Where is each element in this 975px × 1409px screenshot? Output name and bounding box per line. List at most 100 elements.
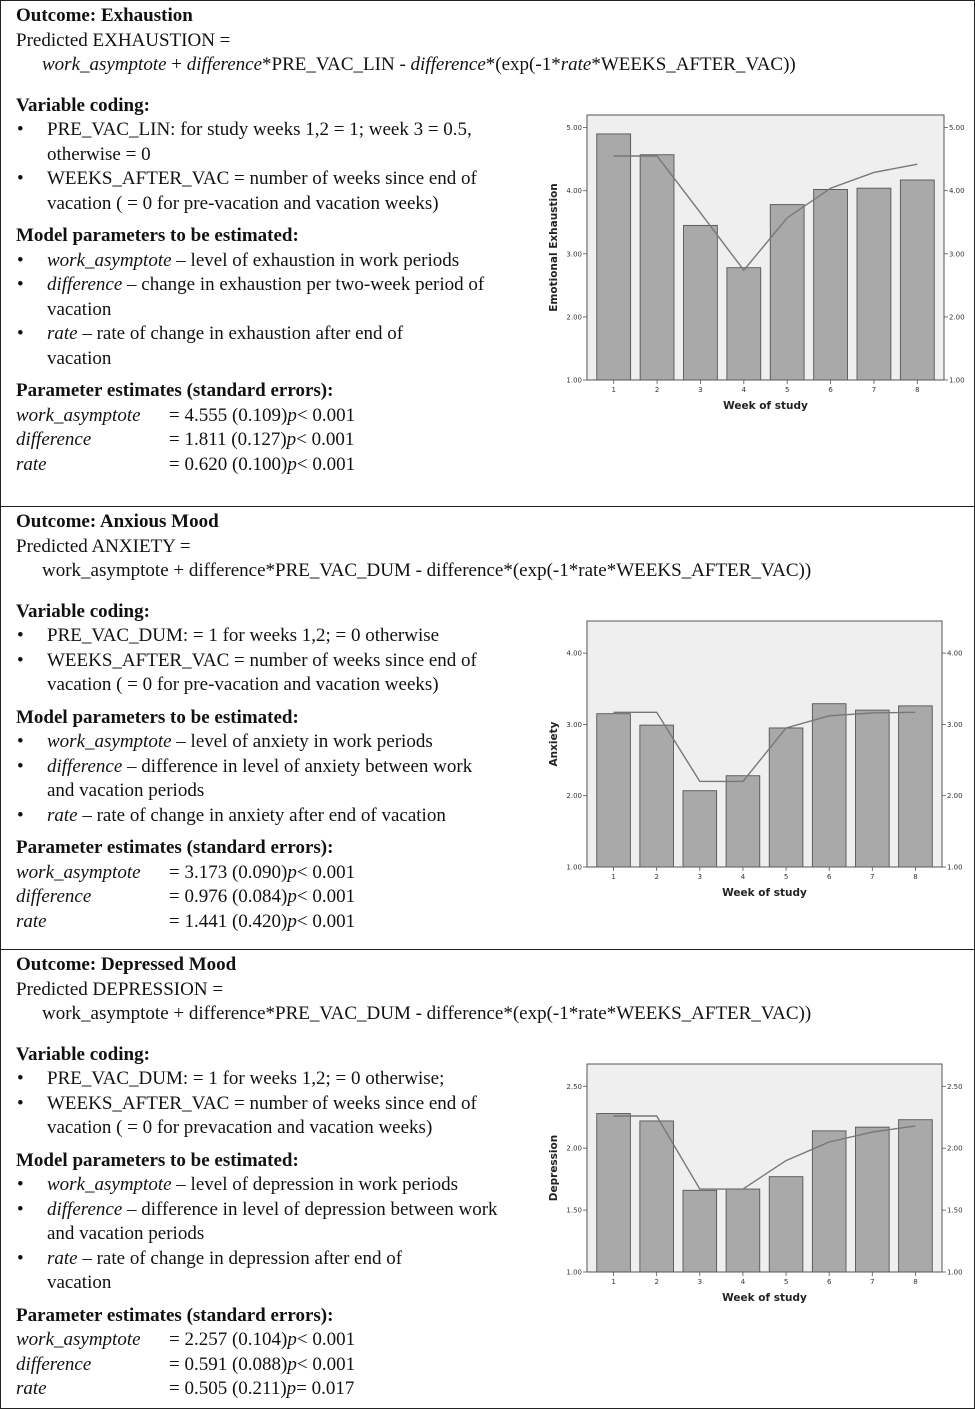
p-symbol: p (287, 1329, 297, 1350)
variable-coding-list: PRE_VAC_DUM: = 1 for weeks 1,2; = 0 othe… (16, 1067, 974, 1141)
coding-item: WEEKS_AFTER_VAC = number of weeks since … (16, 1092, 516, 1141)
parameter-item: difference – difference in level of depr… (16, 1198, 516, 1247)
x-tick-label: 6 (827, 873, 832, 881)
y-tick-label-right: 2.00 (947, 1145, 963, 1153)
bar (639, 154, 675, 381)
y-tick-label: 4.00 (566, 187, 582, 195)
y-tick-label: 2.50 (566, 1083, 582, 1091)
y-tick-label: 3.00 (566, 721, 582, 729)
p-symbol: p (286, 1378, 297, 1399)
coding-item: PRE_VAC_DUM: = 1 for weeks 1,2; = 0 othe… (16, 624, 516, 649)
y-tick-label: 1.00 (566, 377, 582, 385)
y-tick-label: 5.00 (566, 124, 582, 132)
formula-segment: work_asymptote + difference*PRE_VAC_DUM … (42, 1003, 812, 1024)
exhaustion-chart: 1.00 1.00 2.00 2.00 3.00 3.00 4.00 4.00 5.00 5.00… (537, 109, 973, 421)
bar (899, 179, 935, 381)
formula-segment: difference (410, 54, 486, 75)
parameter-desc: – change in exhaustion per two-week peri… (47, 274, 485, 320)
model-formula: work_asymptote + difference*PRE_VAC_LIN … (16, 53, 974, 78)
x-tick-label: 8 (915, 386, 919, 394)
parameters-list: work_asymptote – level of depression in … (16, 1173, 974, 1296)
x-tick-label: 7 (870, 1278, 874, 1286)
outcome-heading: Outcome: Depressed Mood (16, 954, 237, 975)
panel-text: Outcome: Depressed Mood Predicted DEPRES… (16, 953, 974, 1402)
predicted-label: Predicted DEPRESSION = (16, 978, 224, 1000)
model-formula: work_asymptote + difference*PRE_VAC_DUM … (16, 559, 974, 584)
coding-item: PRE_VAC_DUM: = 1 for weeks 1,2; = 0 othe… (16, 1067, 516, 1092)
parameter-desc: – difference in level of anxiety between… (47, 755, 473, 802)
estimate-value: = 0.591 (0.088) (169, 1353, 288, 1375)
bar (683, 224, 718, 381)
p-symbol: p (287, 861, 297, 883)
p-value: < 0.001 (296, 1329, 356, 1350)
parameters-title: Model parameters to be estimated: (16, 1149, 299, 1171)
chart-svg: 1.00 1.00 2.00 2.00 3.00 3.00 4.00 4.00 5.00 5.00… (548, 114, 965, 412)
y-tick-label-right: 3.00 (949, 250, 965, 258)
estimate-row: work_asymptote = 3.173 (0.090) p < 0.001 (16, 861, 974, 886)
x-tick-label: 6 (828, 386, 833, 394)
parameter-name: work_asymptote (47, 1174, 172, 1195)
exhaustion-panel: Outcome: Exhaustion Predicted EXHAUSTION… (0, 0, 975, 507)
anxiety-chart: 1.00 1.00 2.00 2.00 3.00 3.00 4.00 4.00 1 2 3 4 5 6 7 8… (537, 617, 973, 907)
estimate-name: work_asymptote (16, 404, 141, 426)
parameter-desc: – difference in level of depression betw… (47, 1198, 498, 1245)
p-value: < 0.001 (296, 429, 355, 450)
panel-text: Outcome: Anxious Mood Predicted ANXIETY … (16, 510, 974, 934)
formula-segment: *WEEKS_AFTER_VAC)) (591, 54, 796, 75)
parameter-desc: – rate of change in anxiety after end of… (77, 804, 446, 826)
estimate-value: = 0.976 (0.084) (169, 886, 288, 907)
estimates-title: Parameter estimates (standard errors): (16, 380, 334, 401)
x-tick-label: 5 (784, 873, 788, 881)
formula-segment: rate (560, 54, 592, 75)
bar (768, 727, 804, 868)
x-tick-label: 2 (654, 873, 658, 881)
estimate-name: rate (16, 910, 47, 932)
y-tick-label: 3.00 (566, 250, 582, 258)
chart-svg: 1.00 1.00 1.50 1.50 2.00 2.00 2.50 2.50 1 2 3 4 5 6 7 8… (548, 1063, 963, 1304)
estimate-value: = 0.505 (0.211) (169, 1378, 287, 1399)
bar (682, 790, 718, 868)
parameter-desc: – level of anxiety in work periods (171, 731, 433, 752)
x-tick-label: 7 (872, 386, 876, 394)
x-tick-label: 1 (611, 1278, 615, 1286)
estimate-row: difference = 0.591 (0.088) p < 0.001 (16, 1353, 974, 1378)
x-tick-label: 7 (870, 873, 874, 881)
formula-segment: work_asymptote + difference*PRE_VAC_DUM … (42, 560, 812, 581)
x-tick-label: 4 (742, 386, 747, 394)
coding-item: PRE_VAC_LIN: for study weeks 1,2 = 1; we… (16, 118, 516, 167)
estimate-name: difference (16, 886, 92, 907)
parameter-item: difference – change in exhaustion per tw… (16, 273, 516, 322)
parameter-item: work_asymptote – level of depression in … (16, 1173, 516, 1198)
estimate-row: difference = 1.811 (0.127) p < 0.001 (16, 428, 974, 453)
y-tick-label-right: 5.00 (949, 124, 965, 132)
parameter-item: rate – rate of change in anxiety after e… (16, 804, 516, 829)
variable-coding-list: PRE_VAC_LIN: for study weeks 1,2 = 1; we… (16, 118, 974, 216)
depression-chart: 1.00 1.00 1.50 1.50 2.00 2.00 2.50 2.50 1 2 3 4 5 6 7 8… (537, 1059, 973, 1311)
x-tick-label: 4 (741, 1278, 746, 1286)
parameter-name: rate (47, 1247, 78, 1269)
bar (811, 703, 847, 868)
y-tick-label: 1.00 (566, 1269, 582, 1277)
bar (596, 713, 631, 868)
y-tick-label: 1.50 (566, 1207, 582, 1215)
parameter-name: difference (47, 1198, 123, 1220)
x-tick-label: 8 (913, 873, 917, 881)
p-value: = 0.017 (296, 1378, 355, 1399)
estimate-row: rate = 0.620 (0.100) p < 0.001 (16, 453, 974, 478)
y-tick-label-right: 2.00 (949, 313, 965, 321)
bar (856, 187, 892, 381)
y-axis-label: Anxiety (548, 721, 560, 766)
parameters-title: Model parameters to be estimated: (16, 225, 299, 246)
variable-coding-title: Variable coding: (16, 600, 150, 622)
p-symbol: p (287, 1353, 297, 1375)
p-value: < 0.001 (296, 886, 356, 907)
formula-segment: *(exp(-1* (485, 54, 561, 75)
y-tick-label: 1.00 (566, 864, 582, 872)
bar (596, 133, 632, 381)
x-tick-label: 4 (741, 873, 746, 881)
formula-segment: work_asymptote (42, 54, 167, 75)
estimate-value: = 3.173 (0.090) (169, 861, 288, 883)
parameter-name: difference (47, 274, 123, 295)
estimate-row: difference = 0.976 (0.084) p < 0.001 (16, 885, 974, 910)
estimates-title: Parameter estimates (standard errors): (16, 1304, 334, 1326)
